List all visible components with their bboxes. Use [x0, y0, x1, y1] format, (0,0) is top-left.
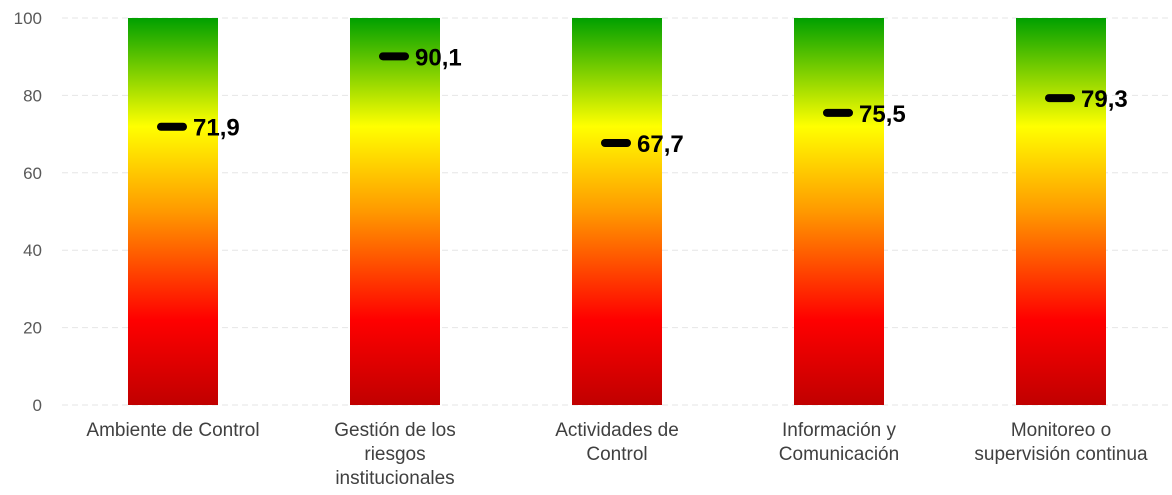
x-tick-label: Monitoreo o supervisión continua — [974, 420, 1148, 465]
value-marker — [1045, 94, 1075, 103]
data-label: 90,1 — [415, 44, 462, 71]
data-label: 67,7 — [637, 131, 684, 158]
x-tick-label: Ambiente de Control — [86, 420, 259, 441]
x-tick-label: Actividades de Control — [555, 420, 679, 465]
value-marker — [379, 52, 409, 61]
data-label: 71,9 — [193, 115, 240, 142]
y-tick-label: 20 — [23, 319, 42, 338]
bar — [794, 18, 884, 405]
x-axis: Ambiente de Control Gestión de los riesgos… — [86, 420, 1148, 489]
data-label: 75,5 — [859, 101, 906, 128]
bar — [128, 18, 218, 405]
x-tick-label: Gestión de los riesgos institucionales — [334, 420, 455, 489]
bar — [1016, 18, 1106, 405]
y-tick-label: 80 — [23, 86, 42, 105]
value-markers: 71,9 90,1 67,7 75,5 79,3 — [157, 44, 1128, 158]
y-tick-label: 100 — [14, 9, 42, 28]
data-label: 79,3 — [1081, 86, 1128, 113]
y-tick-label: 0 — [33, 396, 42, 415]
bar — [572, 18, 662, 405]
bar — [350, 18, 440, 405]
x-tick-label: Información y Comunicación — [779, 420, 899, 465]
y-axis: 0 20 40 60 80 100 — [14, 9, 42, 415]
value-marker — [601, 139, 631, 148]
value-marker — [823, 108, 853, 117]
bars — [128, 18, 1106, 405]
y-tick-label: 40 — [23, 241, 42, 260]
value-marker — [157, 122, 187, 131]
y-tick-label: 60 — [23, 164, 42, 183]
